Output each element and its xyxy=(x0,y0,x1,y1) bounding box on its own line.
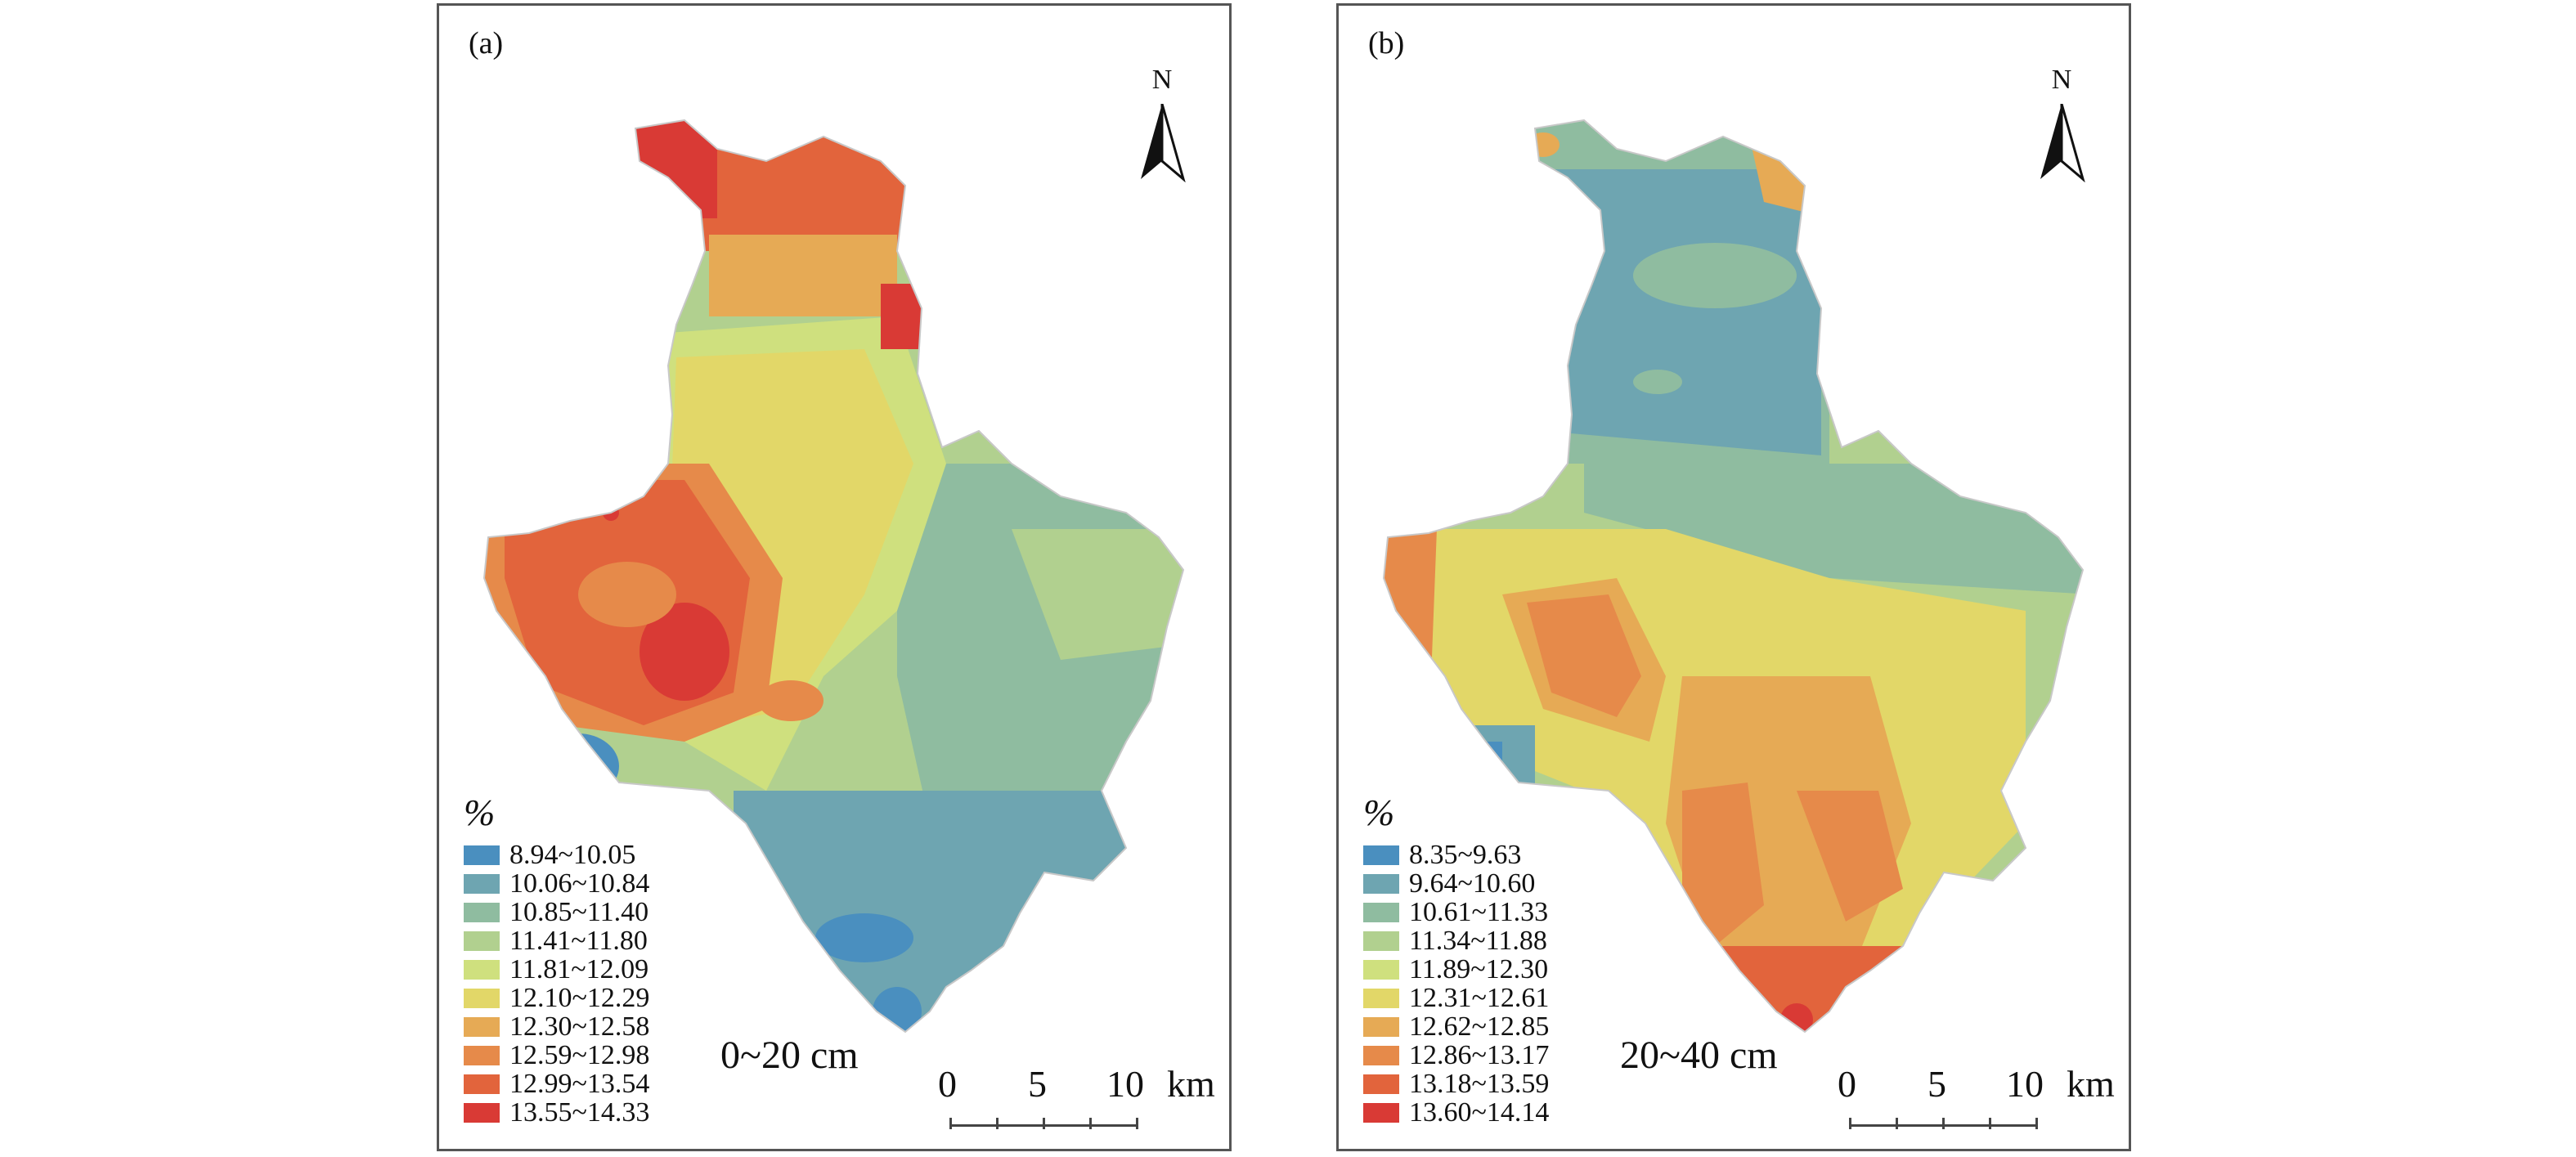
legend-item: 12.99~13.54 xyxy=(464,1068,650,1099)
depth-label: 20~40 cm xyxy=(1620,1034,1778,1077)
legend-swatch xyxy=(464,902,500,922)
depth-label: 0~20 cm xyxy=(720,1034,859,1077)
legend-label: 12.59~12.98 xyxy=(509,1039,650,1070)
legend-label: 13.60~14.14 xyxy=(1409,1096,1550,1128)
legend-swatch xyxy=(464,1016,500,1037)
map-panel-a: (a) N % 8.94~10.05 10.06~10.84 10.85~11.… xyxy=(437,3,1232,1151)
legend-swatch xyxy=(1363,845,1399,865)
legend: % 8.35~9.63 9.64~10.60 10.61~11.33 11.34… xyxy=(1363,791,1550,1128)
north-arrow: N xyxy=(1129,65,1195,204)
legend-swatch xyxy=(1363,988,1399,1008)
legend-item: 13.18~13.59 xyxy=(1363,1068,1550,1099)
legend-swatch xyxy=(1363,1074,1399,1094)
soil-moisture-map-b xyxy=(1383,119,2084,1033)
legend-item: 10.06~10.84 xyxy=(464,868,650,899)
legend-label: 13.55~14.33 xyxy=(509,1096,650,1128)
legend-item: 10.61~11.33 xyxy=(1363,896,1549,927)
scale-label-5: 5 xyxy=(1028,1063,1047,1105)
legend-unit: % xyxy=(1363,792,1395,833)
legend-item: 12.59~12.98 xyxy=(464,1039,650,1070)
legend-swatch xyxy=(1363,873,1399,894)
legend-item: 12.30~12.58 xyxy=(464,1011,650,1042)
scale-label-10: 10 xyxy=(1106,1063,1144,1105)
legend-item: 8.35~9.63 xyxy=(1363,839,1549,870)
legend-label: 11.81~12.09 xyxy=(509,953,649,984)
scale-label-0: 0 xyxy=(938,1063,957,1105)
scale-tick xyxy=(1849,1118,1851,1129)
scale-tick xyxy=(2035,1118,2038,1129)
north-arrow-icon xyxy=(1141,103,1186,183)
legend-swatch xyxy=(464,1074,500,1094)
legend-item: 8.94~10.05 xyxy=(464,839,649,870)
legend-swatch xyxy=(1363,931,1399,951)
soil-moisture-map-a xyxy=(483,119,1184,1033)
legend-label: 8.94~10.05 xyxy=(509,839,636,870)
legend-item: 12.31~12.61 xyxy=(1363,982,1550,1013)
legend-label: 12.30~12.58 xyxy=(509,1011,650,1042)
legend-label: 11.41~11.80 xyxy=(509,925,648,956)
legend-item: 11.89~12.30 xyxy=(1363,953,1549,984)
legend-item: 10.85~11.40 xyxy=(464,896,649,927)
north-label: N xyxy=(2051,65,2072,95)
scale-tick xyxy=(949,1118,952,1129)
scale-tick xyxy=(1089,1118,1092,1129)
north-arrow-icon xyxy=(2040,103,2085,183)
legend-item: 11.81~12.09 xyxy=(464,953,649,984)
legend-swatch xyxy=(464,1045,500,1065)
scale-unit: km xyxy=(2067,1063,2115,1105)
legend-swatch xyxy=(464,1102,500,1123)
legend-label: 12.62~12.85 xyxy=(1409,1011,1550,1042)
legend-label: 10.61~11.33 xyxy=(1409,896,1549,927)
legend-label: 12.86~13.17 xyxy=(1409,1039,1550,1070)
legend-item: 11.41~11.80 xyxy=(464,925,649,956)
legend-swatch xyxy=(464,959,500,980)
scale-tick xyxy=(1942,1118,1945,1129)
scale-tick xyxy=(996,1118,999,1129)
legend-swatch xyxy=(1363,959,1399,980)
legend-item: 9.64~10.60 xyxy=(1363,868,1549,899)
legend-swatch xyxy=(1363,1102,1399,1123)
legend-swatch xyxy=(1363,1045,1399,1065)
legend-label: 8.35~9.63 xyxy=(1409,839,1522,870)
scale-label-0: 0 xyxy=(1838,1063,1856,1105)
scale-label-10: 10 xyxy=(2006,1063,2044,1105)
legend-swatch xyxy=(1363,1016,1399,1037)
legend-item: 11.34~11.88 xyxy=(1363,925,1549,956)
legend-label: 10.06~10.84 xyxy=(509,868,650,899)
north-label: N xyxy=(1151,65,1173,95)
scale-bar: 0 5 10 km xyxy=(938,1062,1232,1144)
legend-item: 13.60~14.14 xyxy=(1363,1096,1550,1128)
legend-label: 12.99~13.54 xyxy=(509,1068,650,1099)
panel-label-a: (a) xyxy=(469,26,504,61)
legend-label: 12.31~12.61 xyxy=(1409,982,1550,1013)
legend-label: 11.89~12.30 xyxy=(1409,953,1549,984)
legend-label: 10.85~11.40 xyxy=(509,896,649,927)
legend-swatch xyxy=(464,873,500,894)
scale-tick xyxy=(1989,1118,1991,1129)
legend-item: 12.62~12.85 xyxy=(1363,1011,1550,1042)
legend-swatch xyxy=(464,845,500,865)
legend-unit: % xyxy=(464,792,496,833)
legend-swatch xyxy=(464,988,500,1008)
panel-label-b: (b) xyxy=(1368,26,1405,61)
legend: % 8.94~10.05 10.06~10.84 10.85~11.40 11.… xyxy=(464,791,650,1128)
legend-swatch xyxy=(464,931,500,951)
scale-bar: 0 5 10 km xyxy=(1838,1062,2132,1144)
legend-item: 12.10~12.29 xyxy=(464,982,650,1013)
legend-label: 13.18~13.59 xyxy=(1409,1068,1550,1099)
scale-unit: km xyxy=(1167,1063,1215,1105)
legend-label: 9.64~10.60 xyxy=(1409,868,1536,899)
north-arrow: N xyxy=(2029,65,2094,204)
legend-label: 12.10~12.29 xyxy=(509,982,650,1013)
legend-item: 12.86~13.17 xyxy=(1363,1039,1550,1070)
legend-item: 13.55~14.33 xyxy=(464,1096,650,1128)
scale-tick xyxy=(1896,1118,1898,1129)
map-panel-b: (b) N % 8.35~9.63 9.64~10.60 10.61~11.33… xyxy=(1336,3,2131,1151)
scale-tick xyxy=(1136,1118,1138,1129)
legend-label: 11.34~11.88 xyxy=(1409,925,1547,956)
legend-swatch xyxy=(1363,902,1399,922)
scale-tick xyxy=(1043,1118,1045,1129)
scale-label-5: 5 xyxy=(1928,1063,1946,1105)
